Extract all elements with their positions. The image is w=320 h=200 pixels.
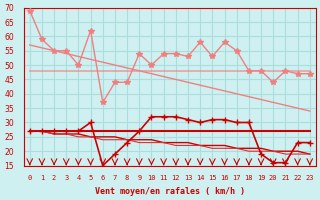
X-axis label: Vent moyen/en rafales ( km/h ): Vent moyen/en rafales ( km/h ) bbox=[95, 187, 245, 196]
